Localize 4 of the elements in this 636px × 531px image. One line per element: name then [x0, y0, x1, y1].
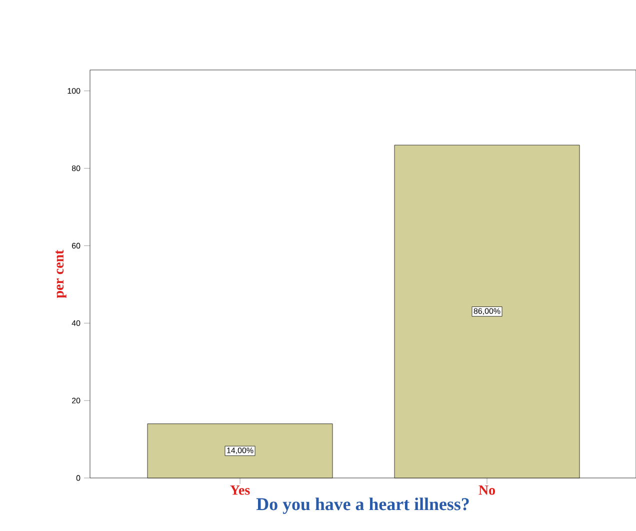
- x-tick-label: Yes: [230, 485, 250, 495]
- x-tick-label: No: [478, 485, 495, 495]
- x-axis-title: Do you have a heart illness?: [256, 498, 469, 514]
- y-axis-title: per cent: [56, 250, 66, 298]
